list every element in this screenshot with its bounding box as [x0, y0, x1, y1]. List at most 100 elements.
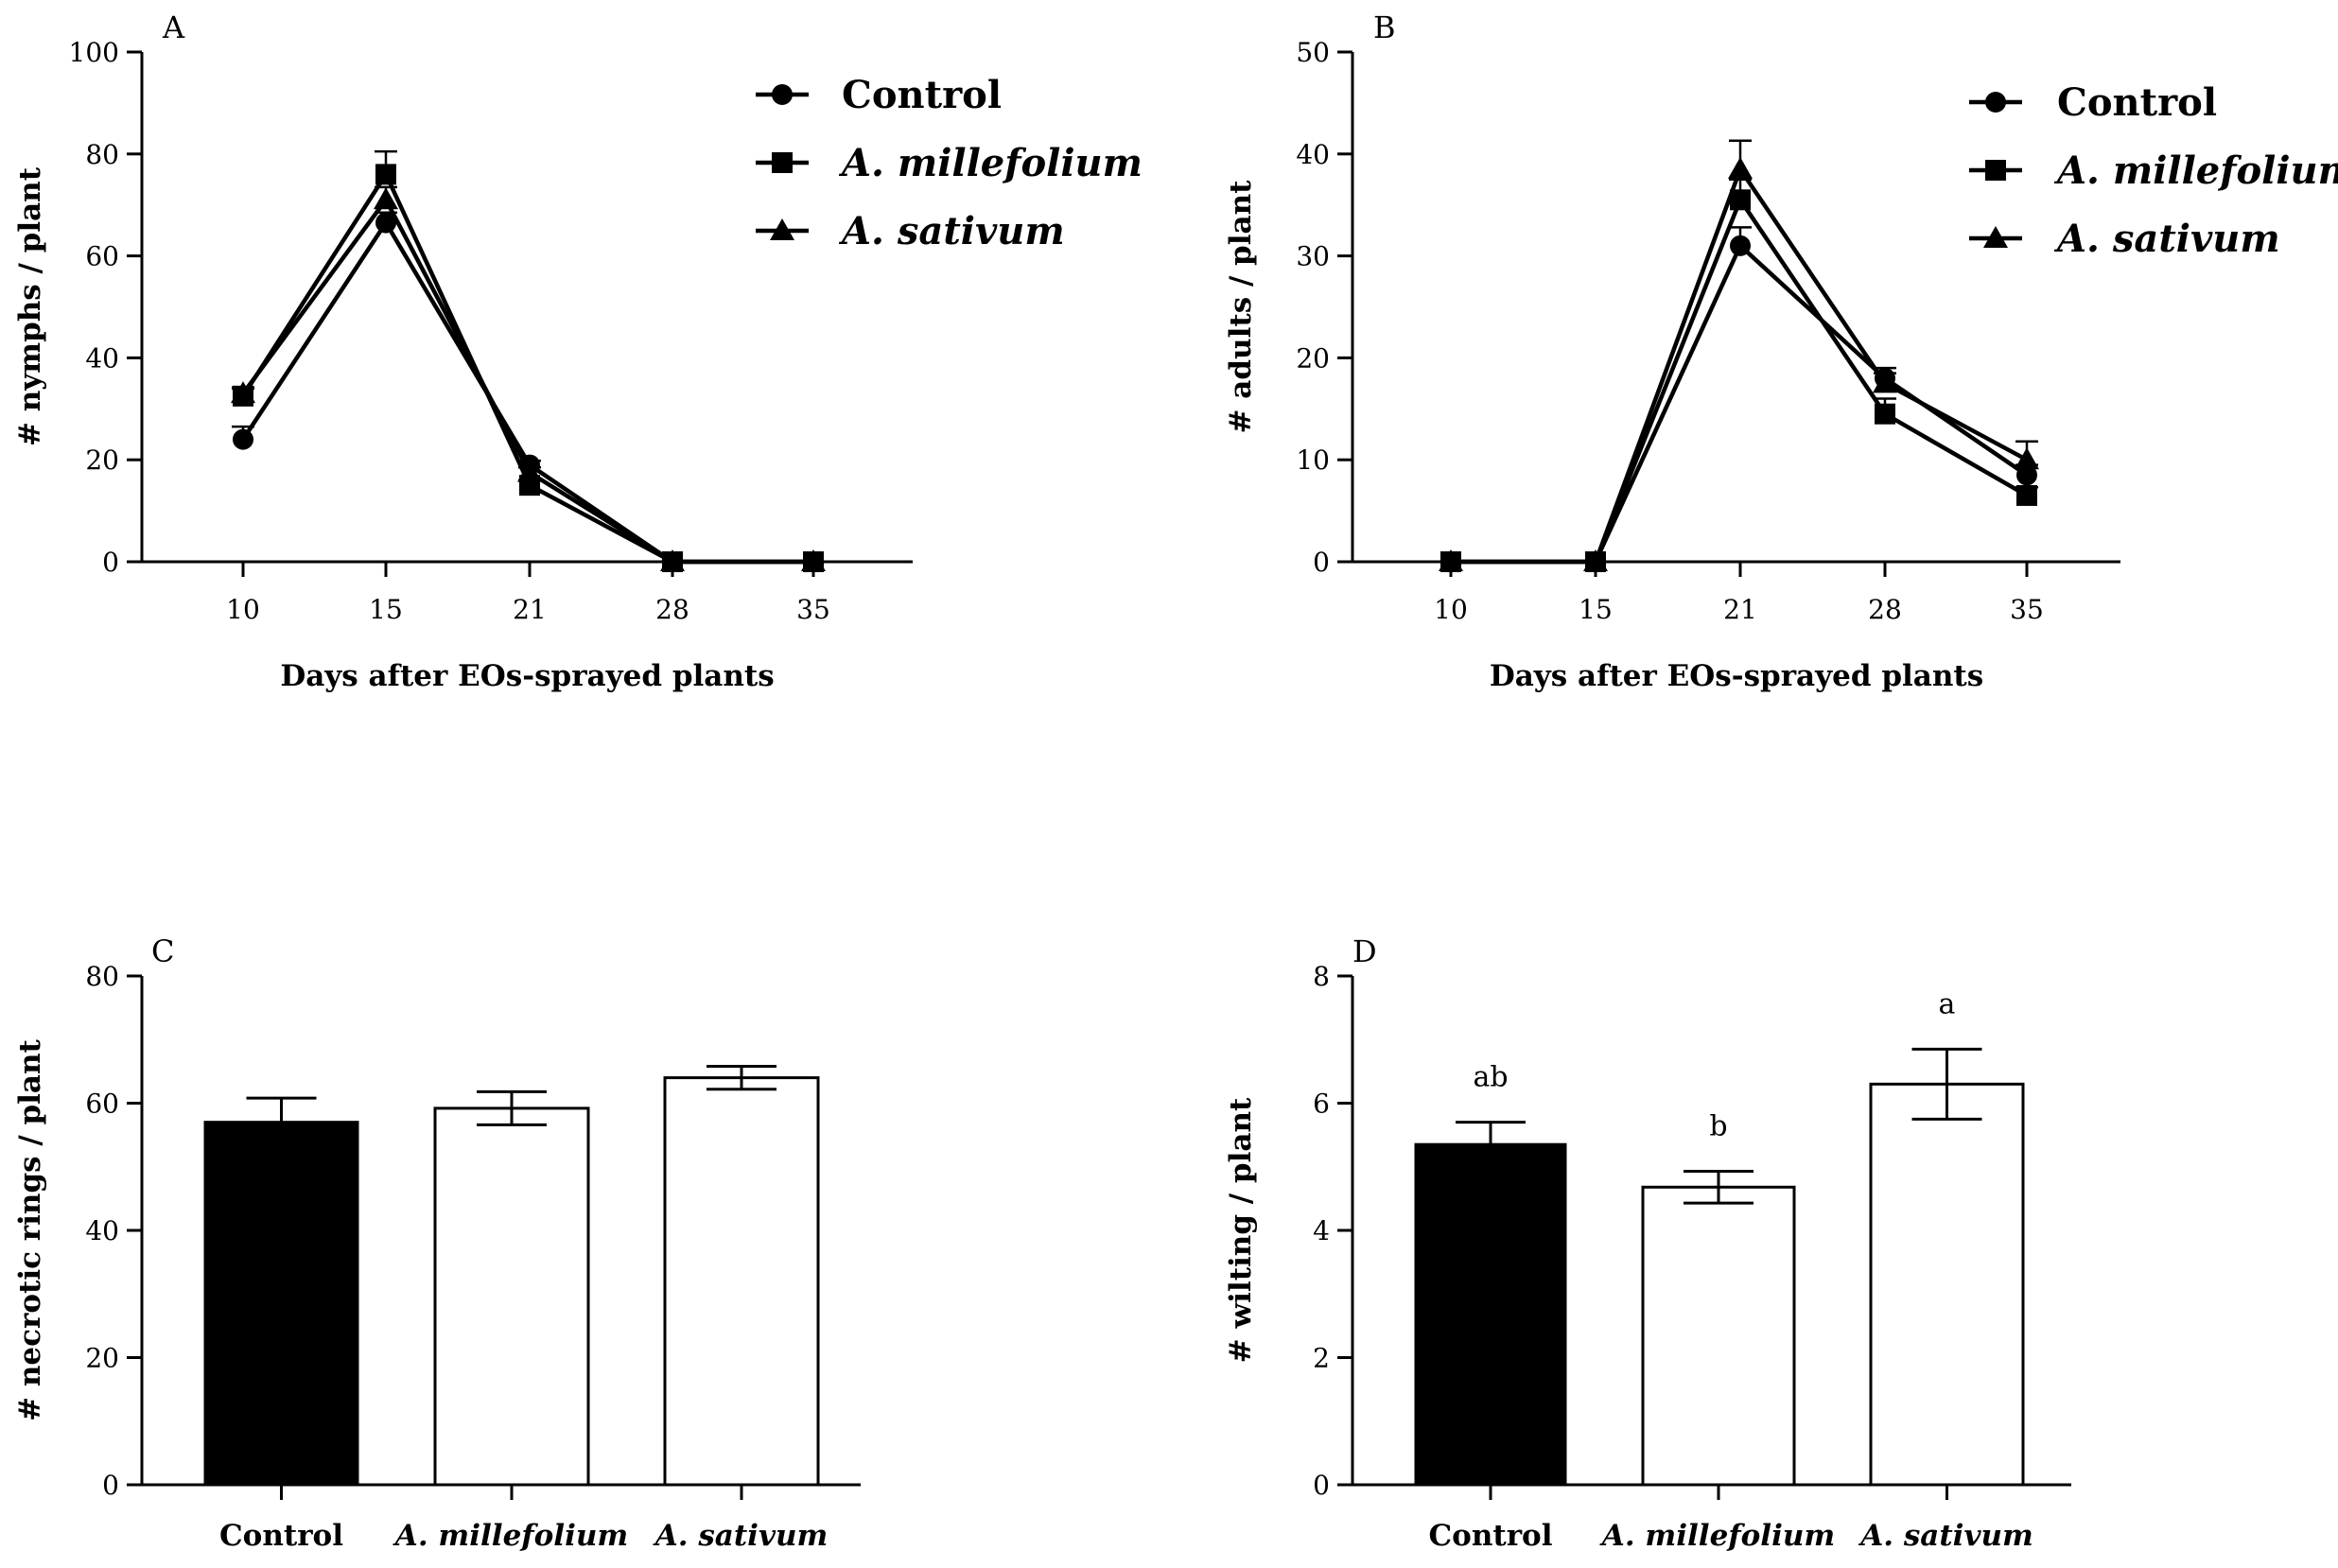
data-point — [1439, 549, 1463, 571]
y-tick-label: 30 — [1296, 241, 1330, 272]
y-axis-label: # wilting / plant — [1224, 1097, 1258, 1363]
x-tick-label: 28 — [655, 594, 689, 625]
bar-group: A. millefolium — [393, 1089, 628, 1553]
y-tick-label: 4 — [1313, 1215, 1330, 1246]
bar — [203, 1121, 359, 1487]
significance-label: a — [1939, 987, 1956, 1020]
x-tick-label: 35 — [2010, 594, 2044, 625]
legend-marker — [1985, 92, 2006, 113]
legend-marker — [772, 84, 793, 105]
legend-marker — [1983, 226, 2008, 248]
data-point — [1875, 403, 1895, 425]
y-tick-label: 6 — [1313, 1089, 1330, 1120]
y-tick-label: 60 — [85, 1089, 119, 1120]
y-axis-label: # necrotic rings / plant — [13, 1038, 47, 1420]
data-point — [2016, 484, 2037, 506]
legend-label: A. millefolium — [838, 141, 1143, 185]
legend-label: Control — [842, 73, 1002, 117]
data-point — [1730, 235, 1751, 256]
y-tick-label: 10 — [1296, 444, 1330, 476]
y-tick-label: 20 — [85, 1343, 119, 1374]
data-point — [1730, 189, 1751, 211]
x-tick-label: 10 — [1434, 594, 1468, 625]
y-tick-label: 40 — [85, 1215, 119, 1246]
category-label: Control — [219, 1519, 343, 1553]
x-axis-label: Days after EOs-sprayed plants — [280, 659, 774, 693]
panel-label: B — [1373, 9, 1396, 45]
y-tick-label: 8 — [1313, 961, 1330, 992]
data-point — [374, 187, 398, 210]
y-tick-label: 50 — [1296, 37, 1330, 68]
data-point — [375, 164, 396, 185]
y-tick-label: 0 — [102, 547, 119, 578]
legend-marker — [772, 152, 793, 173]
data-point — [1728, 156, 1753, 179]
y-tick-label: 0 — [1313, 547, 1330, 578]
category-label: A. millefolium — [393, 1519, 628, 1553]
y-tick-label: 0 — [102, 1470, 119, 1501]
series-triangle — [1439, 139, 2039, 571]
data-point — [1873, 371, 1897, 393]
legend: Control A. millefolium A. sativum — [1969, 80, 2338, 261]
data-point — [801, 549, 826, 571]
series-line — [241, 172, 813, 565]
bar — [663, 1076, 820, 1487]
y-tick-label: 20 — [1296, 342, 1330, 374]
bar — [433, 1106, 590, 1487]
bar — [1641, 1185, 1796, 1487]
bar-group: Control ab — [1414, 1061, 1567, 1553]
x-tick-label: 15 — [369, 594, 403, 625]
legend-marker — [770, 218, 794, 240]
series-line — [1451, 243, 2029, 565]
series-circle — [232, 211, 824, 572]
y-tick-label: 100 — [69, 37, 119, 68]
category-label: A. sativum — [653, 1519, 829, 1553]
data-point — [660, 549, 685, 571]
x-tick-label: 21 — [513, 594, 547, 625]
legend-marker — [1985, 160, 2006, 181]
series-triangle — [231, 185, 826, 571]
x-tick-label: 15 — [1579, 594, 1613, 625]
y-tick-label: 40 — [85, 342, 119, 374]
data-point — [1583, 549, 1608, 571]
y-tick-label: 60 — [85, 241, 119, 272]
data-point — [233, 428, 253, 450]
bar — [1414, 1142, 1567, 1487]
x-tick-label: 10 — [226, 594, 260, 625]
x-tick-label: 35 — [796, 594, 830, 625]
bar-group: A. sativum — [653, 1064, 829, 1553]
significance-label: ab — [1473, 1061, 1508, 1094]
y-axis-label: # nymphs / plant — [13, 166, 47, 446]
panel-label: D — [1352, 933, 1377, 969]
data-point — [2016, 464, 2037, 486]
x-tick-label: 21 — [1723, 594, 1757, 625]
category-label: A. sativum — [1858, 1519, 2033, 1553]
category-label: A. millefolium — [1599, 1519, 1835, 1553]
panel-label: C — [151, 933, 174, 969]
bar-group: A. millefolium b — [1599, 1109, 1835, 1553]
series-line — [241, 220, 813, 565]
panel-c: 0 20 40 60 80 # necrotic rings / plant C Contro… — [13, 933, 861, 1553]
y-tick-label: 80 — [85, 139, 119, 170]
y-tick-label: 0 — [1313, 1470, 1330, 1501]
x-tick-label: 28 — [1868, 594, 1902, 625]
y-tick-label: 80 — [85, 961, 119, 992]
data-point — [231, 381, 255, 404]
bar-group: Control — [203, 1096, 359, 1553]
series-circle — [1440, 226, 2038, 572]
bar — [1869, 1082, 2025, 1487]
data-point — [2015, 447, 2039, 470]
category-label: Control — [1429, 1519, 1553, 1553]
y-axis-label: # adults / plant — [1224, 180, 1258, 434]
legend-label: Control — [2057, 80, 2217, 125]
panel-b: 0 10 20 30 40 50 # adults / plant B 10 15 21 28 35 Da… — [1224, 9, 2338, 693]
x-axis-label: Days after EOs-sprayed plants — [1490, 659, 1983, 693]
data-point — [375, 212, 396, 234]
legend-label: A. sativum — [838, 209, 1065, 253]
panel-a: 0 20 40 60 80 100 # nymphs / plant A 10 15 21 28 35 D… — [13, 9, 1143, 693]
series-square — [232, 149, 824, 572]
bar-group: A. sativum a — [1858, 987, 2033, 1553]
legend-label: A. millefolium — [2053, 148, 2338, 193]
